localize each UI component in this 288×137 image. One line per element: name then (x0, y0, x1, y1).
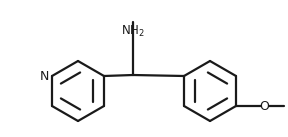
Text: N: N (40, 69, 49, 82)
Text: CH$_3$: CH$_3$ (287, 99, 288, 114)
Text: O: O (259, 99, 269, 112)
Text: NH$_2$: NH$_2$ (121, 24, 145, 39)
